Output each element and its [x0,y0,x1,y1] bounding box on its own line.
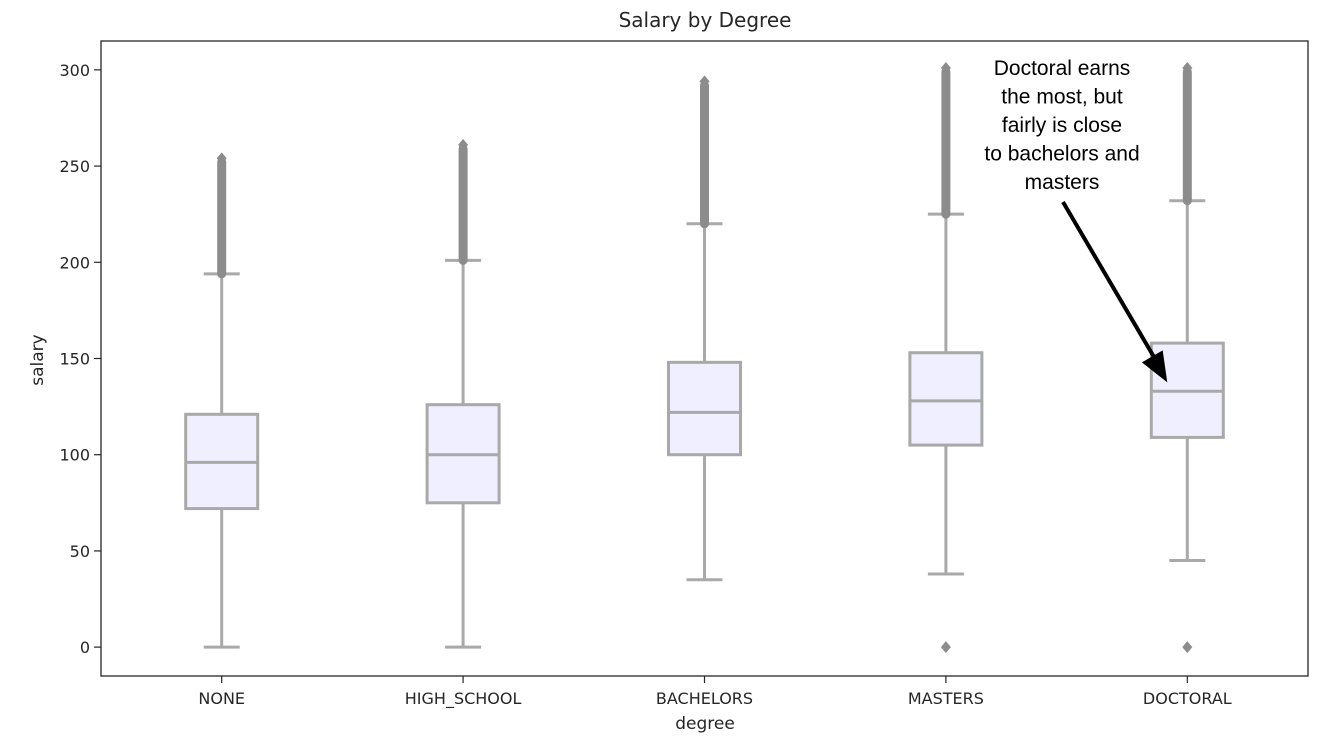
y-axis: 0 50 100 150 200 250 300 [59,61,101,657]
y-tick-label: 300 [59,61,90,80]
box-masters [908,61,984,654]
x-tick-label: BACHELORS [656,689,753,708]
boxes-group [184,61,1225,654]
x-tick-label: HIGH_SCHOOL [405,689,522,709]
y-tick-label: 200 [59,253,90,272]
x-tick-label: NONE [198,689,245,708]
y-tick-label: 100 [59,446,90,465]
annotation-text-line: fairly is close [1002,114,1122,137]
annotation-text-line: Doctoral earns [994,57,1131,80]
outlier-marker [940,641,951,654]
x-axis-label: degree [675,714,735,734]
outlier-marker [1182,641,1193,654]
outlier-marker [216,152,227,165]
outlier-marker [699,75,710,88]
x-axis: NONE HIGH_SCHOOL BACHELORS MASTERS DOCTORAL [198,676,1232,709]
annotation-text-line: to bachelors and [984,143,1139,166]
box-doctoral [1149,61,1225,654]
iqr-box [667,360,742,457]
annotation-arrow-shaft [1061,200,1161,366]
outlier-marker [458,138,469,151]
box-high-school [425,138,501,649]
outlier-marker [1182,61,1193,74]
y-tick-label: 50 [70,542,90,561]
outlier-marker [940,61,951,74]
box-bachelors [667,75,742,582]
annotation-text-line: the most, but [1001,86,1123,109]
iqr-box [908,351,984,447]
chart-title: Salary by Degree [619,8,792,32]
y-axis-label: salary [28,334,48,385]
annotation-arrow-head [1141,350,1168,383]
annotation-text-line: masters [1025,171,1100,194]
y-tick-label: 150 [59,350,90,369]
y-tick-label: 0 [80,638,90,657]
box-none [184,152,260,649]
x-tick-label: DOCTORAL [1143,689,1232,708]
x-tick-label: MASTERS [908,689,984,708]
annotation: Doctoral earns the most, but fairly is clo… [984,57,1168,383]
y-tick-label: 250 [59,157,90,176]
